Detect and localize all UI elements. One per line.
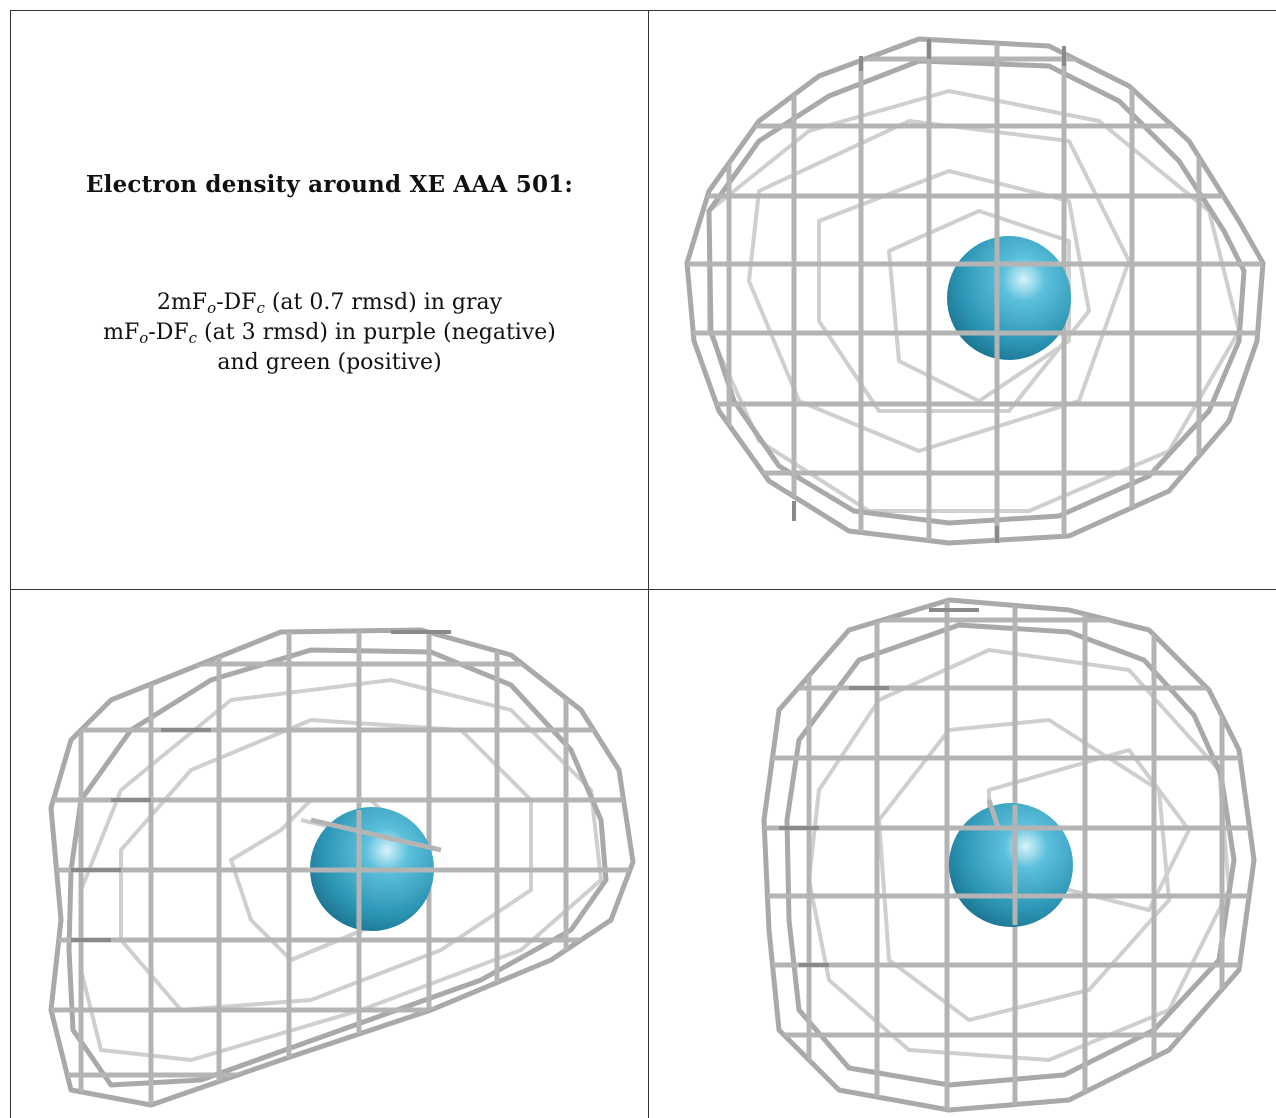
figure-grid: Electron density around XE AAA 501: 2mFo… [10, 10, 1276, 1118]
rule-left [10, 10, 11, 1118]
density-mesh-bottom-right [761, 597, 1257, 1113]
rule-top [10, 10, 1276, 11]
caption-legend: 2mFo-DFc (at 0.7 rmsd) in gray mFo-DFc (… [103, 288, 556, 378]
xenon-atom [947, 236, 1071, 360]
caption-title: Electron density around XE AAA 501: [85, 171, 574, 198]
view-bottom-right [649, 590, 1276, 1118]
density-mesh-bottom-left [48, 627, 636, 1108]
view-bottom-left [11, 590, 648, 1118]
caption-cell: Electron density around XE AAA 501: 2mFo… [11, 11, 648, 589]
legend-line-difference: mFo-DFc (at 3 rmsd) in purple (negative) [103, 320, 556, 347]
xenon-atom [949, 803, 1073, 927]
rule-middle-horizontal [10, 589, 1276, 590]
density-mesh-top-right [684, 36, 1266, 546]
view-top-right [649, 11, 1276, 589]
rule-middle-vertical [648, 10, 649, 1118]
legend-line-gray: 2mFo-DFc (at 0.7 rmsd) in gray [156, 290, 503, 317]
legend-line-colors: and green (positive) [217, 350, 442, 375]
